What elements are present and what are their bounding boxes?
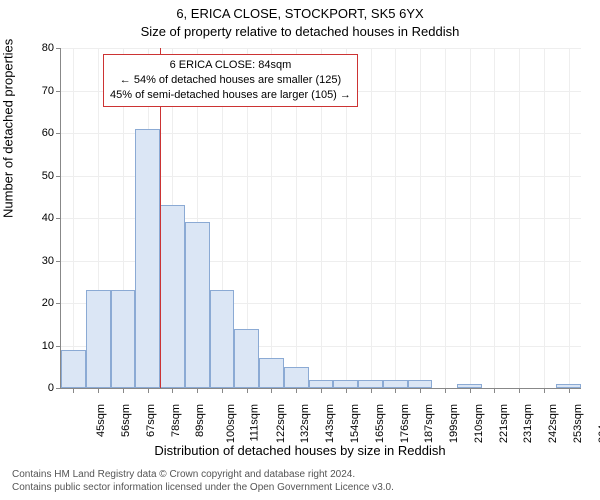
xtick-label: 253sqm	[572, 404, 584, 443]
histogram-bar	[210, 290, 235, 388]
xtick-label: 100sqm	[225, 404, 237, 443]
gridline-v	[420, 48, 421, 388]
histogram-bar	[309, 380, 334, 389]
xtick-mark	[296, 388, 297, 393]
histogram-bar	[234, 329, 259, 389]
ytick-mark	[56, 346, 61, 347]
xtick-mark	[544, 388, 545, 393]
xtick-mark	[271, 388, 272, 393]
xtick-mark	[197, 388, 198, 393]
xtick-label: 45sqm	[95, 404, 107, 437]
gridline-v	[569, 48, 570, 388]
ytick-mark	[56, 91, 61, 92]
xtick-mark	[222, 388, 223, 393]
xtick-label: 154sqm	[349, 404, 361, 443]
gridline-v	[544, 48, 545, 388]
xtick-mark	[445, 388, 446, 393]
xtick-label: 187sqm	[423, 404, 435, 443]
ytick-label: 80	[24, 42, 54, 54]
gridline-v	[73, 48, 74, 388]
gridline-v	[395, 48, 396, 388]
xtick-mark	[73, 388, 74, 393]
histogram-bar	[358, 380, 383, 389]
xtick-mark	[98, 388, 99, 393]
info-box: 6 ERICA CLOSE: 84sqm← 54% of detached ho…	[103, 54, 358, 107]
histogram-bar	[259, 358, 284, 388]
x-axis-label: Distribution of detached houses by size …	[0, 443, 600, 458]
histogram-bar	[383, 380, 408, 389]
ytick-mark	[56, 48, 61, 49]
xtick-label: 56sqm	[120, 404, 132, 437]
xtick-label: 122sqm	[275, 404, 287, 443]
xtick-mark	[247, 388, 248, 393]
ytick-mark	[56, 218, 61, 219]
histogram-bar	[333, 380, 358, 389]
xtick-mark	[321, 388, 322, 393]
xtick-label: 132sqm	[300, 404, 312, 443]
histogram-bar	[556, 384, 581, 388]
xtick-mark	[519, 388, 520, 393]
chart-title-sub: Size of property relative to detached ho…	[0, 24, 600, 39]
info-box-line: 6 ERICA CLOSE: 84sqm	[110, 58, 351, 73]
y-axis-label: Number of detached properties	[1, 39, 16, 218]
xtick-mark	[395, 388, 396, 393]
xtick-label: 231sqm	[522, 404, 534, 443]
xtick-label: 176sqm	[399, 404, 411, 443]
ytick-label: 20	[24, 297, 54, 309]
xtick-mark	[346, 388, 347, 393]
gridline-v	[445, 48, 446, 388]
xtick-label: 143sqm	[324, 404, 336, 443]
histogram-bar	[284, 367, 309, 388]
xtick-label: 221sqm	[498, 404, 510, 443]
xtick-mark	[569, 388, 570, 393]
gridline-v	[371, 48, 372, 388]
chart-container: { "title_main": "6, ERICA CLOSE, STOCKPO…	[0, 0, 600, 500]
plot-area: 6 ERICA CLOSE: 84sqm← 54% of detached ho…	[60, 48, 581, 389]
xtick-mark	[371, 388, 372, 393]
xtick-mark	[172, 388, 173, 393]
histogram-bar	[160, 205, 185, 388]
chart-title-main: 6, ERICA CLOSE, STOCKPORT, SK5 6YX	[0, 6, 600, 21]
ytick-label: 70	[24, 85, 54, 97]
xtick-label: 210sqm	[473, 404, 485, 443]
xtick-label: 89sqm	[194, 404, 206, 437]
ytick-label: 0	[24, 382, 54, 394]
ytick-label: 50	[24, 170, 54, 182]
ytick-mark	[56, 133, 61, 134]
xtick-mark	[494, 388, 495, 393]
ytick-label: 10	[24, 340, 54, 352]
xtick-label: 67sqm	[145, 404, 157, 437]
histogram-bar	[457, 384, 482, 388]
gridline-v	[494, 48, 495, 388]
ytick-label: 40	[24, 212, 54, 224]
xtick-label: 165sqm	[374, 404, 386, 443]
xtick-mark	[148, 388, 149, 393]
ytick-mark	[56, 388, 61, 389]
footer-line-2: Contains public sector information licen…	[12, 481, 394, 494]
histogram-bar	[185, 222, 210, 388]
ytick-mark	[56, 261, 61, 262]
xtick-mark	[420, 388, 421, 393]
xtick-mark	[470, 388, 471, 393]
ytick-label: 30	[24, 255, 54, 267]
info-box-line: ← 54% of detached houses are smaller (12…	[110, 73, 351, 88]
ytick-label: 60	[24, 127, 54, 139]
xtick-label: 78sqm	[170, 404, 182, 437]
footer-line-1: Contains HM Land Registry data © Crown c…	[12, 468, 394, 481]
xtick-mark	[123, 388, 124, 393]
histogram-bar	[86, 290, 111, 388]
footer-attribution: Contains HM Land Registry data © Crown c…	[12, 468, 394, 494]
histogram-bar	[135, 129, 160, 388]
histogram-bar	[61, 350, 86, 388]
ytick-mark	[56, 176, 61, 177]
info-box-line: 45% of semi-detached houses are larger (…	[110, 88, 351, 103]
xtick-label: 111sqm	[248, 404, 260, 442]
xtick-label: 242sqm	[547, 404, 559, 443]
xtick-label: 199sqm	[448, 404, 460, 443]
gridline-v	[519, 48, 520, 388]
ytick-mark	[56, 303, 61, 304]
histogram-bar	[111, 290, 136, 388]
gridline-v	[470, 48, 471, 388]
histogram-bar	[408, 380, 433, 389]
